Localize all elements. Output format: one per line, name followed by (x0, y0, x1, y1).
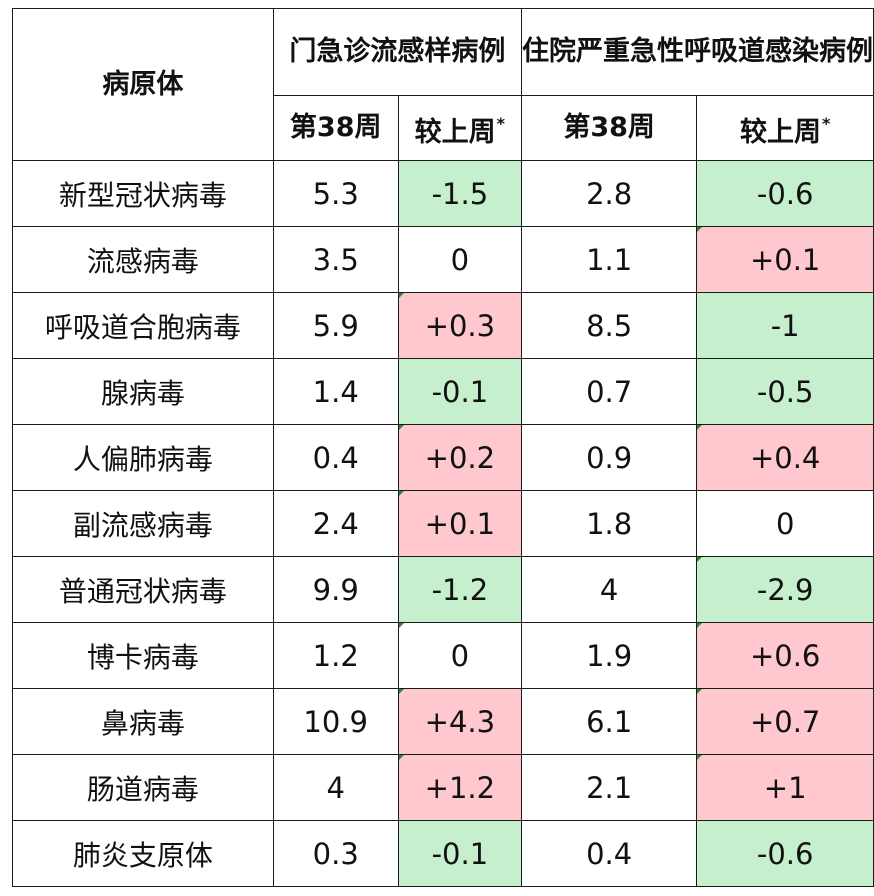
header-inpatient-label: 住院严重急性呼吸道感染病例 (521, 36, 873, 67)
pathogen-name-cell[interactable]: 博卡病毒 (12, 622, 274, 689)
pathogen-name-cell[interactable]: 鼻病毒 (12, 688, 274, 755)
table-row: 人偏肺病毒 0.4 +0.2 0.9 +0.4 (12, 424, 874, 491)
table-row: 副流感病毒 2.4 +0.1 1.8 0 (12, 490, 874, 557)
op-week-value-cell[interactable]: 4 (272, 754, 399, 821)
op-week-value-cell[interactable]: 2.4 (272, 490, 399, 557)
op-week-value-cell[interactable]: 1.4 (272, 358, 399, 425)
ip-week-value-cell[interactable]: 8.5 (520, 292, 698, 359)
pathogen-name-cell[interactable]: 肺炎支原体 (12, 820, 274, 887)
pathogen-name-cell[interactable]: 人偏肺病毒 (12, 424, 274, 491)
table-row: 腺病毒 1.4 -0.1 0.7 -0.5 (12, 358, 874, 425)
table-row: 流感病毒 3.5 0 1.1 +0.1 (12, 226, 874, 293)
op-week-value-cell[interactable]: 9.9 (272, 556, 399, 623)
header-row-2: 第38周 较上周* 第38周 较上周* (13, 95, 874, 161)
table-row: 肺炎支原体 0.3 -0.1 0.4 -0.6 (12, 820, 874, 887)
header-ip-change-marker: * (821, 113, 831, 133)
ip-week-value-cell[interactable]: 4 (520, 556, 698, 623)
pathogen-name-cell[interactable]: 腺病毒 (12, 358, 274, 425)
op-change-value-cell[interactable]: 0 (397, 226, 522, 293)
table-row: 鼻病毒 10.9 +4.3 6.1 +0.7 (12, 688, 874, 755)
op-week-value-cell[interactable]: 0.4 (272, 424, 399, 491)
ip-change-value-cell[interactable]: -0.6 (696, 160, 874, 227)
ip-change-value-cell[interactable]: -2.9 (696, 556, 874, 623)
ip-week-value-cell[interactable]: 1.9 (520, 622, 698, 689)
pathogen-name-cell[interactable]: 副流感病毒 (12, 490, 274, 557)
pathogen-name-cell[interactable]: 普通冠状病毒 (12, 556, 274, 623)
op-week-value-cell[interactable]: 10.9 (272, 688, 399, 755)
header-row-1: 病原体 门急诊流感样病例 住院严重急性呼吸道感染病例 (12, 8, 874, 161)
ip-week-value-cell[interactable]: 1.1 (520, 226, 698, 293)
pathogen-name-cell[interactable]: 呼吸道合胞病毒 (12, 292, 274, 359)
ip-week-value-cell[interactable]: 6.1 (520, 688, 698, 755)
pathogen-positivity-table: 病原体 门急诊流感样病例 住院严重急性呼吸道感染病例 第38周 较上周* 第38… (12, 8, 874, 887)
ip-week-value-cell[interactable]: 0.9 (520, 424, 698, 491)
op-week-value-cell[interactable]: 0.3 (272, 820, 399, 887)
pathogen-name-cell[interactable]: 肠道病毒 (12, 754, 274, 821)
ip-change-value-cell[interactable]: -1 (696, 292, 874, 359)
op-change-value-cell[interactable]: -0.1 (397, 820, 522, 887)
ip-week-value-cell[interactable]: 0.7 (520, 358, 698, 425)
header-op-change-label: 较上周 (414, 116, 496, 148)
op-change-value-cell[interactable]: -1.5 (397, 160, 522, 227)
header-outpatient-label: 门急诊流感样病例 (289, 36, 506, 67)
op-change-value-cell[interactable]: +4.3 (397, 688, 522, 755)
table-row: 新型冠状病毒 5.3 -1.5 2.8 -0.6 (12, 160, 874, 227)
header-outpatient-group[interactable]: 门急诊流感样病例 (272, 8, 522, 96)
op-change-value-cell[interactable]: +0.1 (397, 490, 522, 557)
ip-week-value-cell[interactable]: 0.4 (520, 820, 698, 887)
header-op-change-marker: * (496, 113, 506, 133)
op-week-value-cell[interactable]: 3.5 (272, 226, 399, 293)
op-change-value-cell[interactable]: -0.1 (397, 358, 522, 425)
ip-change-value-cell[interactable]: +0.7 (696, 688, 874, 755)
ip-change-value-cell[interactable]: 0 (696, 490, 874, 557)
ip-change-value-cell[interactable]: +0.6 (696, 622, 874, 689)
header-op-change[interactable]: 较上周* (397, 95, 522, 161)
header-op-week[interactable]: 第38周 (272, 95, 399, 161)
ip-week-value-cell[interactable]: 2.1 (520, 754, 698, 821)
header-ip-change-label: 较上周 (739, 116, 821, 148)
ip-change-value-cell[interactable]: -0.5 (696, 358, 874, 425)
op-change-value-cell[interactable]: +0.2 (397, 424, 522, 491)
table-row: 呼吸道合胞病毒 5.9 +0.3 8.5 -1 (12, 292, 874, 359)
header-ip-change[interactable]: 较上周* (696, 95, 874, 161)
op-change-value-cell[interactable]: 0 (397, 622, 522, 689)
header-op-week-label: 第38周 (289, 112, 382, 143)
header-ip-week[interactable]: 第38周 (520, 95, 698, 161)
table-body: 病原体 门急诊流感样病例 住院严重急性呼吸道感染病例 第38周 较上周* 第38… (12, 8, 874, 887)
pathogen-name-cell[interactable]: 流感病毒 (12, 226, 274, 293)
table-row: 肠道病毒 4 +1.2 2.1 +1 (12, 754, 874, 821)
op-week-value-cell[interactable]: 1.2 (272, 622, 399, 689)
op-week-value-cell[interactable]: 5.9 (272, 292, 399, 359)
ip-week-value-cell[interactable]: 2.8 (520, 160, 698, 227)
ip-change-value-cell[interactable]: +1 (696, 754, 874, 821)
table-row: 博卡病毒 1.2 0 1.9 +0.6 (12, 622, 874, 689)
op-change-value-cell[interactable]: +0.3 (397, 292, 522, 359)
header-inpatient-group[interactable]: 住院严重急性呼吸道感染病例 (520, 8, 874, 96)
op-change-value-cell[interactable]: -1.2 (397, 556, 522, 623)
ip-week-value-cell[interactable]: 1.8 (520, 490, 698, 557)
header-ip-week-label: 第38周 (563, 112, 655, 143)
header-pathogen-label: 病原体 (102, 68, 184, 100)
op-week-value-cell[interactable]: 5.3 (272, 160, 399, 227)
header-pathogen[interactable]: 病原体 (12, 8, 274, 161)
table-row: 普通冠状病毒 9.9 -1.2 4 -2.9 (12, 556, 874, 623)
op-change-value-cell[interactable]: +1.2 (397, 754, 522, 821)
ip-change-value-cell[interactable]: +0.4 (696, 424, 874, 491)
ip-change-value-cell[interactable]: +0.1 (696, 226, 874, 293)
pathogen-name-cell[interactable]: 新型冠状病毒 (12, 160, 274, 227)
ip-change-value-cell[interactable]: -0.6 (696, 820, 874, 887)
